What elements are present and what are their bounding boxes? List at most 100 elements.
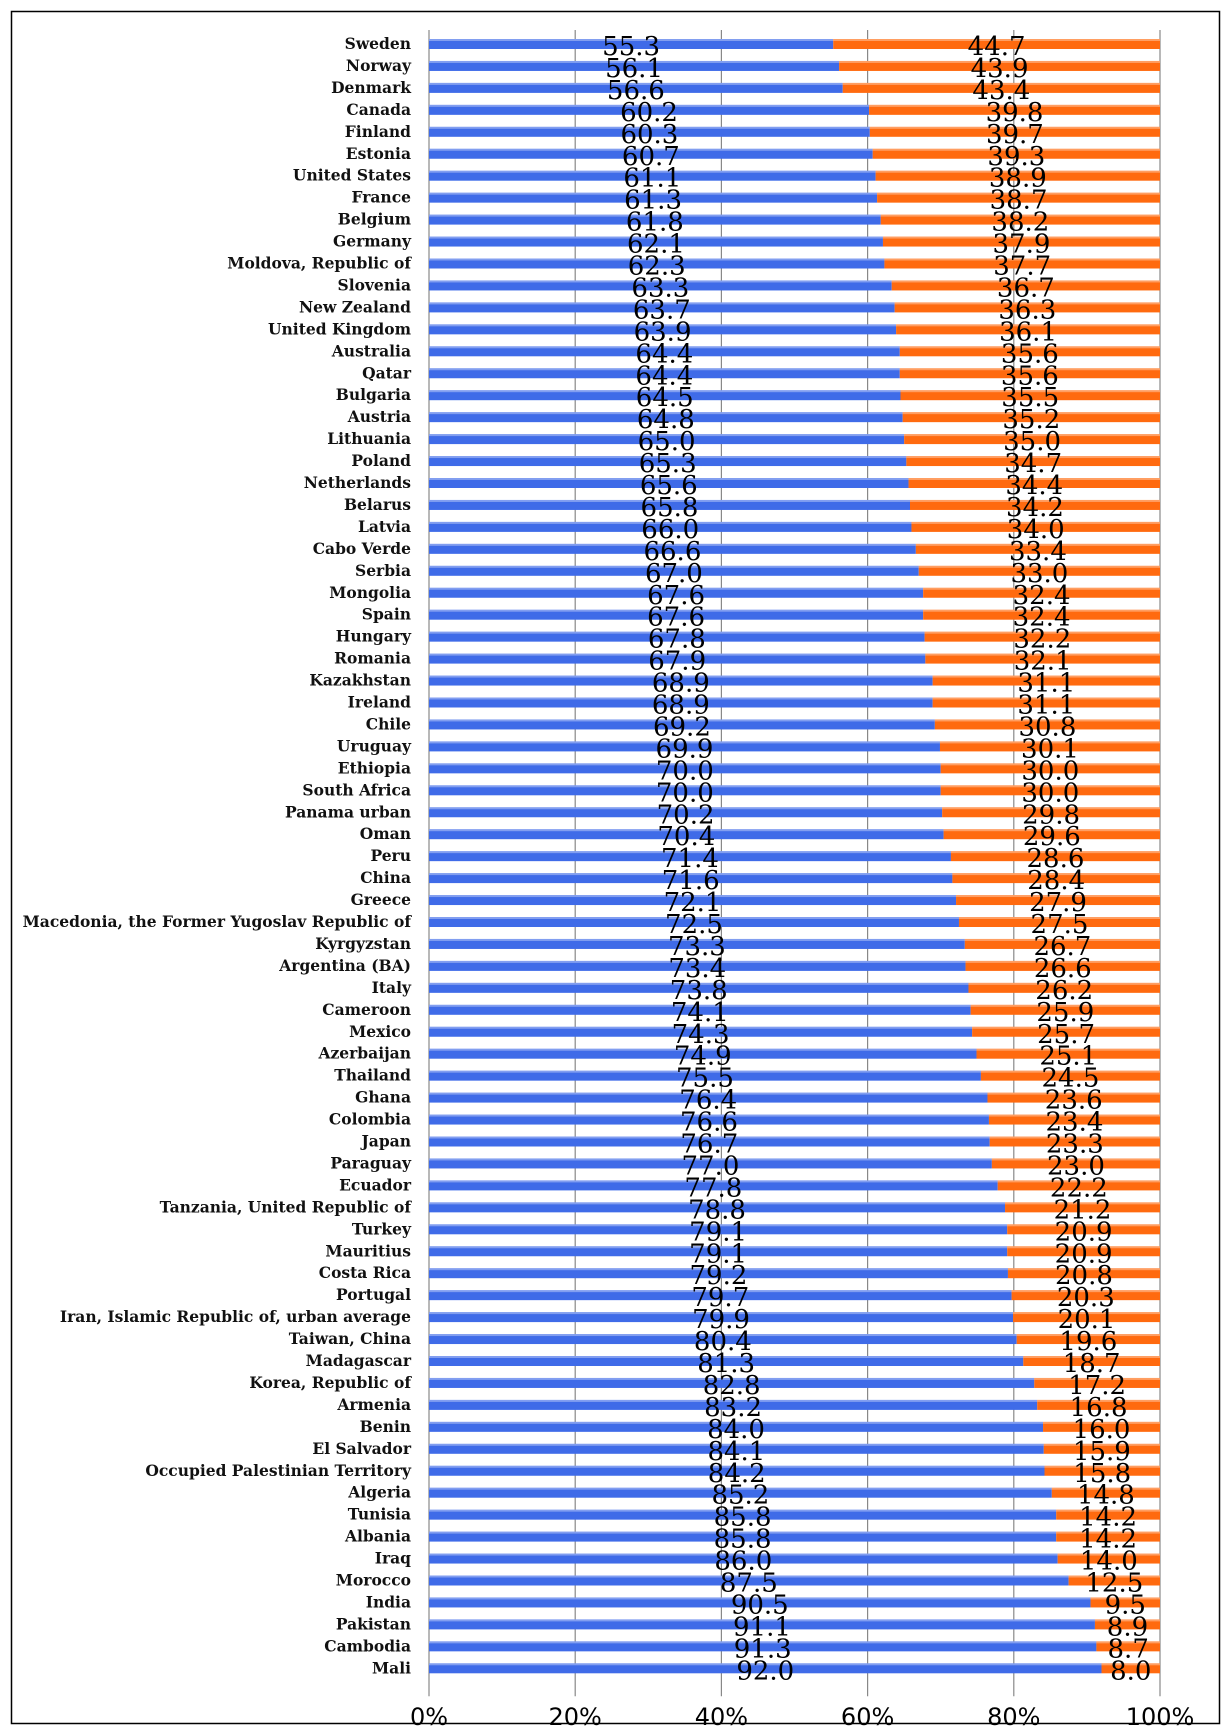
category-label: Spain bbox=[362, 605, 411, 624]
bar-series-2 bbox=[1094, 1619, 1160, 1630]
bar-series-2 bbox=[925, 653, 1160, 664]
value-label-series-1: 86.0 bbox=[714, 1547, 772, 1577]
value-label-series-2: 32.4 bbox=[1013, 581, 1071, 611]
value-label-series-2: 35.6 bbox=[1001, 339, 1059, 369]
category-label: Thailand bbox=[334, 1066, 411, 1085]
category-label: China bbox=[360, 868, 411, 887]
bar-series-1 bbox=[429, 543, 916, 554]
value-label-series-2: 15.9 bbox=[1073, 1437, 1131, 1467]
value-label-series-1: 76.4 bbox=[679, 1086, 737, 1116]
value-label-series-2: 26.6 bbox=[1034, 954, 1092, 984]
bar-series-2 bbox=[1056, 1509, 1160, 1520]
value-label-series-1: 67.9 bbox=[648, 647, 706, 677]
value-label-series-1: 65.3 bbox=[639, 449, 697, 479]
value-label-series-1: 79.2 bbox=[690, 1261, 748, 1291]
bar-series-2 bbox=[906, 456, 1160, 467]
value-label-series-2: 34.2 bbox=[1006, 493, 1064, 523]
bar-series-2 bbox=[842, 82, 1160, 93]
bar-highlight bbox=[429, 1465, 1045, 1468]
bar-highlight bbox=[1043, 1421, 1160, 1424]
value-label-series-1: 69.2 bbox=[653, 712, 711, 742]
bar-highlight bbox=[429, 126, 870, 129]
value-label-series-2: 34.0 bbox=[1007, 515, 1065, 545]
value-label-series-2: 8.7 bbox=[1108, 1634, 1149, 1664]
bar-highlight bbox=[429, 104, 870, 107]
bar-highlight bbox=[429, 368, 900, 371]
category-labels: Sweden Norway Denmark Canada Finland Estonia U… bbox=[23, 34, 413, 1677]
x-tick-label: 20% bbox=[549, 1703, 602, 1731]
category-label: Occupied Palestinian Territory bbox=[145, 1461, 412, 1480]
value-label-series-1: 65.6 bbox=[640, 471, 698, 501]
bar-highlight bbox=[429, 697, 933, 700]
value-label-series-2: 44.7 bbox=[968, 32, 1026, 62]
bar-series-1 bbox=[429, 1070, 981, 1081]
bar-series-2 bbox=[1101, 1663, 1160, 1674]
bar-highlight bbox=[429, 895, 957, 898]
value-label-series-2: 14.2 bbox=[1079, 1503, 1137, 1533]
value-label-series-1: 63.9 bbox=[634, 317, 692, 347]
bar-series-1 bbox=[429, 104, 870, 115]
value-label-series-1: 77.0 bbox=[681, 1151, 739, 1181]
value-label-series-1: 63.3 bbox=[631, 273, 689, 303]
category-label: Paraguay bbox=[330, 1153, 412, 1172]
x-tick-label: 100% bbox=[1126, 1703, 1195, 1731]
bar-series-2 bbox=[1007, 1246, 1160, 1257]
value-label-series-1: 61.8 bbox=[626, 208, 684, 238]
bar-series-1 bbox=[429, 1399, 1038, 1410]
value-label-series-2: 35.0 bbox=[1003, 427, 1061, 457]
value-label-series-2: 33.4 bbox=[1009, 537, 1067, 567]
value-label-series-2: 43.9 bbox=[971, 54, 1029, 84]
bar-series-2 bbox=[872, 148, 1160, 159]
bar-series-2 bbox=[908, 478, 1160, 488]
bar-highlight bbox=[1011, 1290, 1160, 1293]
bar-series-2 bbox=[991, 1158, 1160, 1169]
x-axis-ticks: 0% 20% 40% 60% 80% 100% bbox=[410, 1703, 1194, 1731]
bar-series-1 bbox=[429, 565, 919, 576]
bar-highlight bbox=[429, 675, 933, 678]
value-label-series-1: 69.9 bbox=[656, 734, 714, 764]
bar-series-1 bbox=[429, 1334, 1017, 1345]
value-label-series-2: 43.4 bbox=[972, 76, 1030, 106]
bar-highlight bbox=[429, 1553, 1058, 1556]
value-label-series-2: 23.3 bbox=[1046, 1130, 1104, 1160]
bar-series-2 bbox=[1068, 1575, 1160, 1586]
category-label: Tunisia bbox=[348, 1505, 411, 1524]
value-label-series-2: 39.7 bbox=[986, 120, 1044, 150]
category-label: Pakistan bbox=[336, 1614, 411, 1633]
value-label-series-2: 35.2 bbox=[1002, 405, 1060, 435]
bar-series-1 bbox=[429, 785, 941, 796]
category-label: Italy bbox=[372, 978, 412, 997]
bar-series-2 bbox=[869, 126, 1160, 137]
value-label-series-1: 76.6 bbox=[680, 1108, 738, 1138]
bar-series-1 bbox=[429, 324, 897, 335]
value-label-series-2: 35.5 bbox=[1001, 383, 1059, 413]
bar-highlight bbox=[429, 1136, 990, 1139]
value-label-series-1: 81.3 bbox=[697, 1349, 755, 1379]
value-label-series-2: 26.2 bbox=[1035, 976, 1093, 1006]
value-label-series-1: 68.9 bbox=[652, 691, 710, 721]
bar-highlight bbox=[429, 1246, 1008, 1249]
bar-series-1 bbox=[429, 1026, 973, 1037]
value-label-series-1: 67.6 bbox=[647, 603, 705, 633]
bar-highlight bbox=[1007, 1246, 1160, 1249]
bar-highlight bbox=[882, 236, 1160, 239]
bar-highlight bbox=[833, 39, 1160, 41]
value-label-series-1: 62.1 bbox=[627, 230, 685, 260]
category-label: Macedonia, the Former Yugoslav Republic … bbox=[23, 912, 413, 931]
bar-highlight bbox=[918, 565, 1160, 568]
value-label-series-2: 19.6 bbox=[1059, 1327, 1117, 1357]
value-label-series-1: 84.0 bbox=[707, 1415, 765, 1445]
bar-highlight bbox=[1057, 1553, 1160, 1556]
x-tick-label: 60% bbox=[841, 1703, 894, 1731]
category-label: Korea, Republic of bbox=[249, 1373, 412, 1392]
bar-highlight bbox=[429, 258, 885, 261]
bar-series-2 bbox=[972, 1026, 1160, 1037]
bar-series-1 bbox=[429, 1290, 1012, 1301]
bar-highlight bbox=[429, 39, 834, 41]
bar-series-2 bbox=[980, 1070, 1160, 1081]
value-label-series-2: 30.8 bbox=[1018, 712, 1076, 742]
bar-series-2 bbox=[989, 1136, 1160, 1147]
bar-highlight bbox=[894, 302, 1160, 305]
value-label-series-2: 25.1 bbox=[1039, 1042, 1097, 1072]
